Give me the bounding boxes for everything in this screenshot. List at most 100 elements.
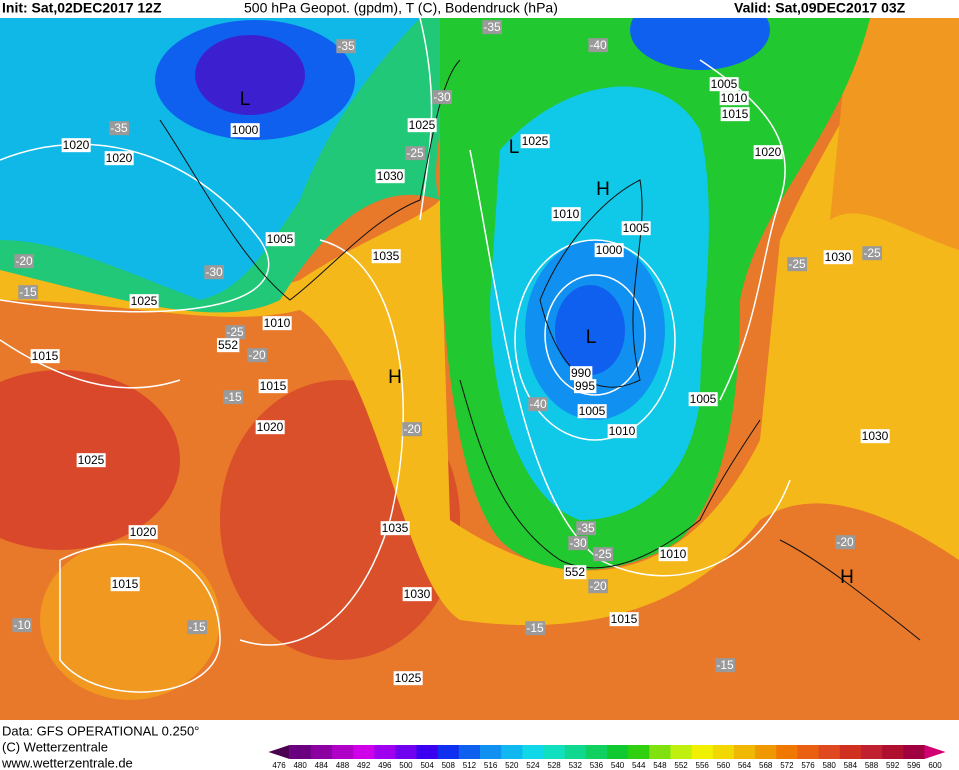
temperature-label: -25 <box>863 246 881 260</box>
pressure-label: 1025 <box>409 118 436 132</box>
pressure-label-box <box>594 243 624 258</box>
temperature-label-group: -30 <box>204 265 224 280</box>
pressure-label-group: 1015 <box>258 379 288 394</box>
pressure-label-group: 1025 <box>129 294 159 309</box>
temperature-label-box <box>715 658 735 673</box>
temperature-label-box <box>482 20 502 35</box>
temperature-label-group: -25 <box>225 325 245 340</box>
pressure-label-box <box>76 453 106 468</box>
legend-swatch <box>310 745 333 759</box>
legend-swatch <box>860 745 883 759</box>
legend-tick-label: 576 <box>801 761 815 770</box>
legend-tick-label: 496 <box>378 761 392 770</box>
pressure-label: 1000 <box>232 123 259 137</box>
temperature-label-group: -20 <box>835 535 855 550</box>
legend-tick-label: 508 <box>442 761 456 770</box>
pressure-label-box <box>262 316 292 331</box>
legend-swatch <box>776 745 798 759</box>
temperature-label: -40 <box>589 38 607 52</box>
pressure-label-group: 1005 <box>709 77 739 92</box>
temperature-label-group: -20 <box>402 422 422 437</box>
temperature-label-box <box>336 39 356 54</box>
pressure-label-group: 1020 <box>104 151 134 166</box>
legend-tick-label: 552 <box>674 761 688 770</box>
legend-tick-label: 556 <box>696 761 710 770</box>
temperature-label-box <box>204 265 224 280</box>
website: www.wetterzentrale.de <box>1 755 133 770</box>
pressure-label-group: 1010 <box>607 424 637 439</box>
temperature-label-group: -35 <box>336 39 356 54</box>
temperature-label-group: -25 <box>593 547 613 562</box>
temperature-label: -15 <box>526 621 544 635</box>
temperature-label: -15 <box>224 390 242 404</box>
pressure-label-box <box>407 118 437 133</box>
pressure-label: 1020 <box>63 138 90 152</box>
pressure-label-group: 1015 <box>720 107 750 122</box>
pressure-label-group: 1015 <box>110 577 140 592</box>
temperature-label-group: -20 <box>588 579 608 594</box>
pressure-label: 990 <box>571 366 591 380</box>
temperature-label-box <box>12 618 32 633</box>
temperature-label: -15 <box>19 285 37 299</box>
temperature-label-box <box>18 285 38 300</box>
legend-tick-label: 532 <box>569 761 583 770</box>
pressure-label-group: 1000 <box>230 123 260 138</box>
legend-swatch <box>607 745 629 759</box>
temperature-label: -15 <box>188 620 206 634</box>
temperature-label: -40 <box>529 397 547 411</box>
pressure-label: 1000 <box>596 243 623 257</box>
pressure-label: 1030 <box>404 587 431 601</box>
pressure-label-group: 1005 <box>621 221 651 236</box>
temperature-label-box <box>593 547 613 562</box>
geopotential-label-box <box>563 565 587 580</box>
temperature-label-box <box>568 536 588 551</box>
pressure-label-box <box>709 77 739 92</box>
pressure-label: 1015 <box>611 612 638 626</box>
pressure-label-box <box>551 207 581 222</box>
legend-swatch <box>437 745 460 759</box>
pressure-label: 1005 <box>623 221 650 235</box>
pressure-label-box <box>573 379 597 394</box>
geopotential-label-box <box>216 338 240 353</box>
legend-tick-label: 516 <box>484 761 498 770</box>
pressure-label: 1005 <box>267 232 294 246</box>
pressure-label: 1020 <box>257 420 284 434</box>
pressure-label: 1030 <box>377 169 404 183</box>
temperature-label-group: -10 <box>12 618 32 633</box>
temperature-label-group: -20 <box>247 348 267 363</box>
temperature-label-box <box>588 38 608 53</box>
legend-tick-label: 580 <box>823 761 837 770</box>
legend-swatch <box>691 745 714 759</box>
legend-swatch <box>353 745 375 759</box>
legend-swatch <box>395 745 418 759</box>
pressure-label-group: 1025 <box>76 453 106 468</box>
legend-arrow <box>268 745 290 759</box>
temperature-label-group: -35 <box>482 20 502 35</box>
temperature-label: -10 <box>13 618 31 632</box>
pressure-center: L <box>586 327 597 348</box>
temperature-label: -20 <box>15 254 33 268</box>
temperature-label: -35 <box>337 39 355 53</box>
geopotential-label-group: 552 <box>216 338 240 353</box>
pressure-label-group: 1020 <box>61 138 91 153</box>
pressure-label-box <box>265 232 295 247</box>
pressure-label-group: 1020 <box>255 420 285 435</box>
pressure-center: H <box>596 179 610 200</box>
legend-tick-label: 544 <box>632 761 646 770</box>
pressure-label-box <box>380 521 410 536</box>
temperature-label-box <box>247 348 267 363</box>
pressure-label-group: 1015 <box>609 612 639 627</box>
pressure-label: 1020 <box>130 525 157 539</box>
pressure-label-box <box>753 145 783 160</box>
temperature-label: -30 <box>205 265 223 279</box>
pressure-label: 1030 <box>862 429 889 443</box>
pressure-label: 1005 <box>711 77 738 91</box>
legend-arrow <box>924 745 946 759</box>
temperature-label: -35 <box>483 20 501 34</box>
legend-tick-label: 524 <box>526 761 540 770</box>
pressure-label-group: 1035 <box>380 521 410 536</box>
temperature-label-box <box>862 246 882 261</box>
geopotential-label: 552 <box>218 338 238 352</box>
legend-tick-label: 564 <box>738 761 752 770</box>
pressure-label-box <box>621 221 651 236</box>
